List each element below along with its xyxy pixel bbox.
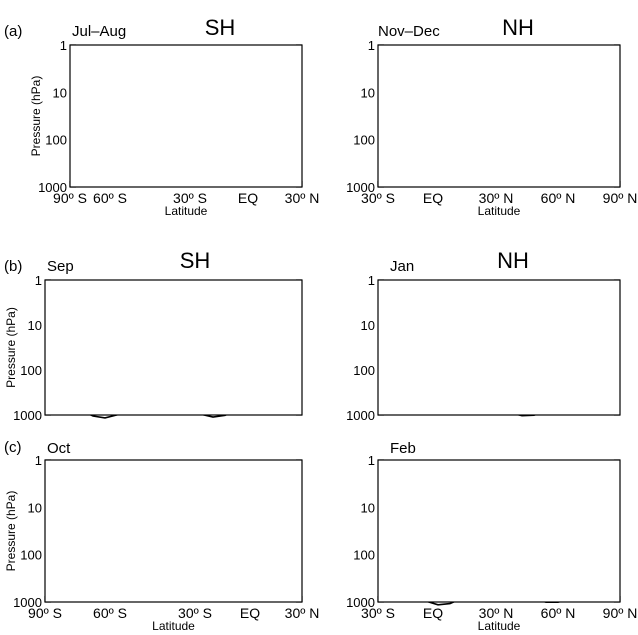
x-tick-label: 30º N xyxy=(479,605,514,621)
row-b: (b) SH Sep 0.5-0.52.0-1.00.50.5011010010… xyxy=(4,248,621,423)
y-tick-label: 1000 xyxy=(346,408,375,423)
period-label: Jul–Aug xyxy=(72,23,126,40)
y-tick-label: 1 xyxy=(35,273,42,288)
y-tick-label: 1 xyxy=(35,453,42,468)
x-tick-label: 30º S xyxy=(361,605,395,621)
y-tick-label: 100 xyxy=(20,547,42,562)
y-tick-label: 1 xyxy=(368,38,375,53)
x-tick-label: 30º S xyxy=(361,190,395,206)
y-tick-label: 1000 xyxy=(13,595,42,610)
panel-a-nh: NH Nov–Dec -0.5-1.01.0-0.50-0.5-1.001101… xyxy=(346,15,637,218)
period-label: Sep xyxy=(47,258,74,275)
plot-frame xyxy=(377,44,621,188)
row-label-a: (a) xyxy=(4,23,22,40)
x-tick-label: 30º S xyxy=(173,190,207,206)
y-tick-label: 1 xyxy=(60,38,67,53)
y-tick-label: 10 xyxy=(361,86,375,101)
hemisphere-title: NH xyxy=(502,15,534,40)
panel-a-sh: SH Jul–Aug 0.5-0.5-1.0-0.50.51.00.501101… xyxy=(29,15,319,218)
y-tick-label: 100 xyxy=(353,132,375,147)
x-tick-label: 90º S xyxy=(28,605,62,621)
period-label: Feb xyxy=(390,440,416,457)
x-axis-label: Latitude xyxy=(152,619,195,633)
y-tick-label: 100 xyxy=(45,132,67,147)
y-tick-label: 10 xyxy=(53,86,67,101)
y-axis-label: Pressure (hPa) xyxy=(4,491,18,572)
x-axis-label: Latitude xyxy=(478,619,521,633)
y-tick-label: 10 xyxy=(28,318,42,333)
period-label: Jan xyxy=(390,258,414,275)
plot-frame xyxy=(44,279,303,416)
plot-frame xyxy=(377,279,621,416)
row-label-b: (b) xyxy=(4,258,22,275)
x-tick-label: 60º N xyxy=(541,605,576,621)
y-tick-label: 10 xyxy=(28,501,42,516)
x-tick-label: 30º N xyxy=(285,190,320,206)
y-tick-label: 1000 xyxy=(346,180,375,195)
panel-c-sh: Oct 0.52.01.03.0001101001000Pressure (hP… xyxy=(4,440,319,633)
y-axis-label: Pressure (hPa) xyxy=(4,307,18,388)
y-tick-label: 1000 xyxy=(38,180,67,195)
row-c: (c) Oct 0.52.01.03.0001101001000Pressure… xyxy=(4,439,637,633)
hemisphere-title: SH xyxy=(205,15,236,40)
x-tick-label: 30º S xyxy=(178,605,212,621)
panel-b-nh: NH Jan -0.5-1.0-0.51101001000 xyxy=(346,248,621,423)
row-a: (a) SH Jul–Aug 0.5-0.5-1.0-0.50.51.00.50… xyxy=(4,15,637,218)
x-tick-label: 30º N xyxy=(285,605,320,621)
x-tick-label: 90º N xyxy=(603,605,638,621)
y-tick-label: 10 xyxy=(361,318,375,333)
x-tick-label: EQ xyxy=(238,190,258,206)
hemisphere-title: SH xyxy=(180,248,211,273)
panel-c-nh: Feb -0.5-1.0002.03.0110100100030º SEQ30º… xyxy=(346,440,637,633)
y-tick-label: 1000 xyxy=(346,595,375,610)
x-tick-label: 30º N xyxy=(479,190,514,206)
x-tick-label: 60º S xyxy=(93,605,127,621)
period-label: Nov–Dec xyxy=(378,23,440,40)
y-tick-label: 10 xyxy=(361,501,375,516)
x-tick-label: EQ xyxy=(423,190,443,206)
x-tick-label: 90º S xyxy=(53,190,87,206)
hemisphere-title: NH xyxy=(497,248,529,273)
y-tick-label: 100 xyxy=(20,363,42,378)
x-tick-label: EQ xyxy=(240,605,260,621)
x-tick-label: 60º S xyxy=(93,190,127,206)
x-axis-label: Latitude xyxy=(165,204,208,218)
y-axis-label: Pressure (hPa) xyxy=(29,76,43,157)
plot-frame xyxy=(377,459,621,603)
x-tick-label: 90º N xyxy=(603,190,638,206)
y-tick-label: 1000 xyxy=(13,408,42,423)
plot-frame xyxy=(69,44,303,188)
plot-frame xyxy=(44,459,303,603)
panel-b-sh: SH Sep 0.5-0.52.0-1.00.50.501101001000Pr… xyxy=(4,248,303,423)
y-tick-label: 1 xyxy=(368,273,375,288)
x-axis-label: Latitude xyxy=(478,204,521,218)
y-tick-label: 100 xyxy=(353,363,375,378)
row-label-c: (c) xyxy=(4,439,22,456)
period-label: Oct xyxy=(47,440,71,457)
y-tick-label: 1 xyxy=(368,453,375,468)
x-tick-label: EQ xyxy=(423,605,443,621)
x-tick-label: 60º N xyxy=(541,190,576,206)
y-tick-label: 100 xyxy=(353,547,375,562)
